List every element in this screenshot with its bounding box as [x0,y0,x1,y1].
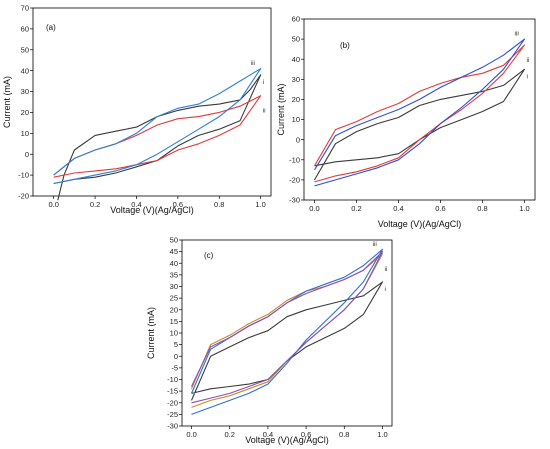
y-tick-label: -20 [289,175,300,184]
cv-curve-iii [53,68,262,185]
cv-curve-i [190,281,384,401]
y-tick-label: 10 [170,329,178,338]
panel-b-chart: 0.0 0.2 0.4 0.6 0.8 1.0 -30 -20 -10 0 10 20 30 40 50 60… [276,15,536,229]
y-tick-label: 20 [21,108,29,117]
x-tick-label: 0.2 [225,430,235,439]
x-tick-label: 0.8 [214,200,224,209]
panel-c-chart: 0.0 0.2 0.4 0.6 0.8 1.0 -30 -25 -20 -15 -10 -5 0 5 10 1… [146,236,393,445]
curve-label-iii: iii [251,60,255,67]
y-tick-label: 50 [21,45,29,54]
x-tick-label: 0.2 [351,204,361,213]
y-tick-label: 50 [292,35,300,44]
y-tick-label: 40 [292,55,300,64]
curve-label-ii: ii [263,108,266,115]
y-tick-label: -10 [289,155,300,164]
curve-label-iii: iii [372,241,376,248]
x-axis-label: Voltage (V)(Ag/AgCl) [378,219,462,229]
y-tick-label: 35 [170,270,178,279]
plot-frame [303,18,536,201]
y-tick-label: 70 [21,4,29,13]
y-tick-label: 0 [25,150,29,159]
x-tick-label: 0.8 [339,430,349,439]
y-axis-label: Current (mA) [276,83,286,135]
panel-label: (c) [204,251,214,260]
cv-curve-iii [314,38,526,187]
y-tick-label: 60 [292,15,300,24]
x-axis-label: Voltage (V)(Ag/AgCl) [110,205,194,215]
y-axis-label: Current (mA) [2,76,12,128]
x-tick-label: 1.0 [377,430,387,439]
y-tick-label: 10 [292,115,300,124]
curve-label-i: i [527,73,528,80]
y-tick-label: 0 [296,135,300,144]
y-tick-label: -25 [167,410,178,419]
y-tick-label: 40 [21,66,29,75]
cv-curve-ii [314,44,526,183]
x-tick-label: 0.6 [301,430,311,439]
y-tick-label: 50 [170,236,178,245]
curve-label-i: i [263,79,264,86]
panel-label: (b) [340,41,350,50]
y-axis-label: Current (mA) [146,307,156,359]
y-tick-label: 0 [174,352,178,361]
x-tick-label: 0.8 [477,204,487,213]
y-tick-label: -20 [167,398,178,407]
x-tick-label: 0.4 [263,430,273,439]
x-tick-label: 1.0 [255,200,265,209]
y-tick-label: 5 [174,340,178,349]
y-tick-label: -15 [167,387,178,396]
y-tick-label: -10 [18,171,29,180]
y-tick-label: 45 [170,247,178,256]
cv-curve-extra [191,251,384,404]
curve-label-i: i [384,286,385,293]
x-axis-label: Voltage (V)(Ag/AgCl) [245,435,329,445]
y-tick-label: -5 [171,363,178,372]
y-tick-label: 20 [170,305,178,314]
y-tick-label: -30 [289,196,300,205]
y-tick-label: 20 [292,95,300,104]
x-tick-label: 0.4 [131,200,141,209]
panel-a-chart: 0.0 0.2 0.4 0.6 0.8 1.0 -20 -10 0 10 20 30 40 50 60 70 V… [2,4,272,215]
y-tick-label: 10 [21,129,29,138]
curve-label-iii: iii [515,31,519,38]
cv-curve-i [53,74,262,201]
y-tick-label: -20 [18,192,29,201]
x-tick-label: 0.6 [173,200,183,209]
x-tick-label: 0.0 [309,204,319,213]
cv-curve-iii [190,248,384,415]
cv-curve-ii [53,95,262,178]
y-tick-label: 30 [21,87,29,96]
curve-label-ii: ii [527,57,530,64]
y-tick-label: 30 [292,75,300,84]
cv-curve-ii [190,253,384,408]
x-tick-label: 0.0 [48,200,58,209]
x-tick-label: 0.2 [90,200,100,209]
x-tick-label: 0.6 [435,204,445,213]
x-tick-label: 0.0 [186,430,196,439]
x-tick-label: 1.0 [519,204,529,213]
y-tick-label: 40 [170,259,178,268]
x-tick-label: 0.4 [393,204,403,213]
curve-label-ii: ii [384,266,387,273]
y-tick-label: -10 [167,375,178,384]
y-tick-label: 60 [21,24,29,33]
cv-curve-i [314,68,526,181]
y-tick-label: 30 [170,282,178,291]
panel-label: (a) [46,23,56,32]
plot-frame [32,7,272,197]
y-tick-label: -30 [167,422,178,431]
y-tick-label: 25 [170,294,178,303]
y-tick-label: 15 [170,317,178,326]
